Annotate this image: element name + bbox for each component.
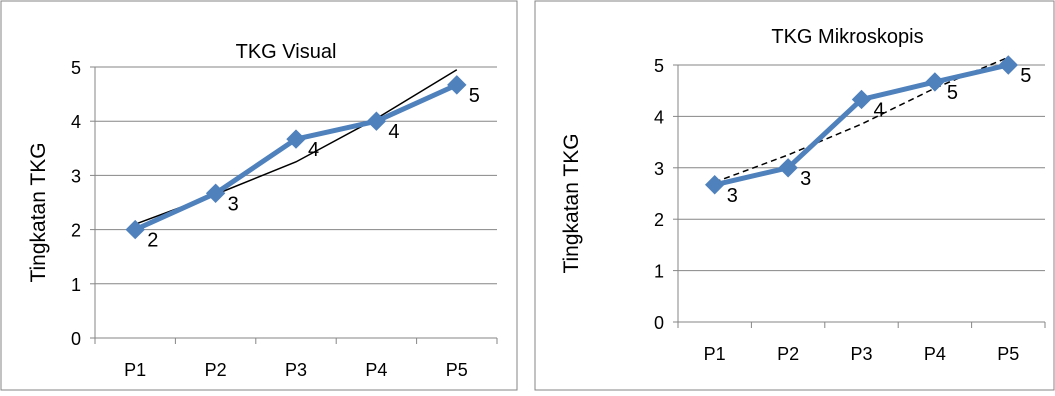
x-tick-label: P4 bbox=[924, 344, 946, 364]
y-axis-label: Tingkatan TKG bbox=[560, 133, 583, 273]
y-tick-label: 2 bbox=[654, 210, 664, 230]
data-point bbox=[286, 129, 306, 149]
chart-tkg-mikroskopis: TKG Mikroskopis Tingkatan TKG 0 1 2 3 4 5 P1 P2 P3… bbox=[534, 0, 1055, 391]
data-label: 3 bbox=[800, 168, 811, 190]
data-label: 5 bbox=[947, 82, 958, 104]
y-tick-label: 5 bbox=[654, 56, 664, 76]
chart-title: TKG Visual bbox=[236, 41, 337, 63]
data-label: 4 bbox=[308, 139, 319, 161]
y-axis-label: Tingkatan TKG bbox=[27, 142, 50, 282]
chart-tkg-visual: TKG Visual Tingkatan TKG 0 1 2 3 4 5 P1 P2 P3 P4 P5 2… bbox=[0, 0, 518, 391]
x-tick-label: P4 bbox=[365, 360, 387, 380]
y-tick-label: 4 bbox=[71, 112, 81, 132]
y-tick-label: 0 bbox=[71, 329, 81, 349]
data-label: 3 bbox=[228, 193, 239, 215]
data-point bbox=[998, 55, 1019, 75]
data-label: 2 bbox=[147, 230, 158, 252]
y-tick-label: 0 bbox=[654, 313, 664, 333]
y-tick-label: 3 bbox=[654, 159, 664, 179]
y-tick-label: 1 bbox=[654, 262, 664, 282]
data-point bbox=[851, 89, 872, 110]
x-tick-label: P2 bbox=[777, 344, 799, 364]
y-tick-label: 4 bbox=[654, 107, 664, 127]
data-label: 5 bbox=[469, 85, 480, 107]
y-tick-label: 1 bbox=[71, 275, 81, 295]
chart-title: TKG Mikroskopis bbox=[771, 26, 923, 48]
data-label: 5 bbox=[1020, 65, 1031, 87]
x-tick-label: P2 bbox=[205, 360, 227, 380]
data-point bbox=[778, 158, 798, 178]
x-tick-label: P3 bbox=[285, 360, 307, 380]
chart-svg: TKG Mikroskopis Tingkatan TKG 0 1 2 3 4 5 P1 P2 P3… bbox=[534, 0, 1055, 391]
data-label: 3 bbox=[727, 185, 738, 207]
data-point bbox=[205, 183, 226, 203]
x-tick-label: P5 bbox=[997, 344, 1019, 364]
y-tick-label: 5 bbox=[71, 58, 81, 78]
chart-svg: TKG Visual Tingkatan TKG 0 1 2 3 4 5 P1 P2 P3 P4 P5 2… bbox=[0, 0, 518, 391]
y-tick-label: 2 bbox=[71, 221, 81, 241]
data-point bbox=[366, 111, 387, 131]
data-label: 4 bbox=[874, 99, 885, 121]
y-tick-label: 3 bbox=[71, 166, 81, 186]
chart-frame bbox=[0, 0, 518, 391]
data-point bbox=[925, 72, 945, 92]
chart-frame bbox=[534, 0, 1055, 391]
data-point bbox=[447, 75, 467, 95]
data-point bbox=[125, 219, 145, 240]
data-label: 4 bbox=[388, 121, 399, 143]
x-tick-label: P3 bbox=[850, 344, 872, 364]
data-point bbox=[704, 175, 725, 195]
x-tick-label: P1 bbox=[704, 344, 726, 364]
x-tick-label: P1 bbox=[124, 360, 146, 380]
x-tick-label: P5 bbox=[446, 360, 468, 380]
